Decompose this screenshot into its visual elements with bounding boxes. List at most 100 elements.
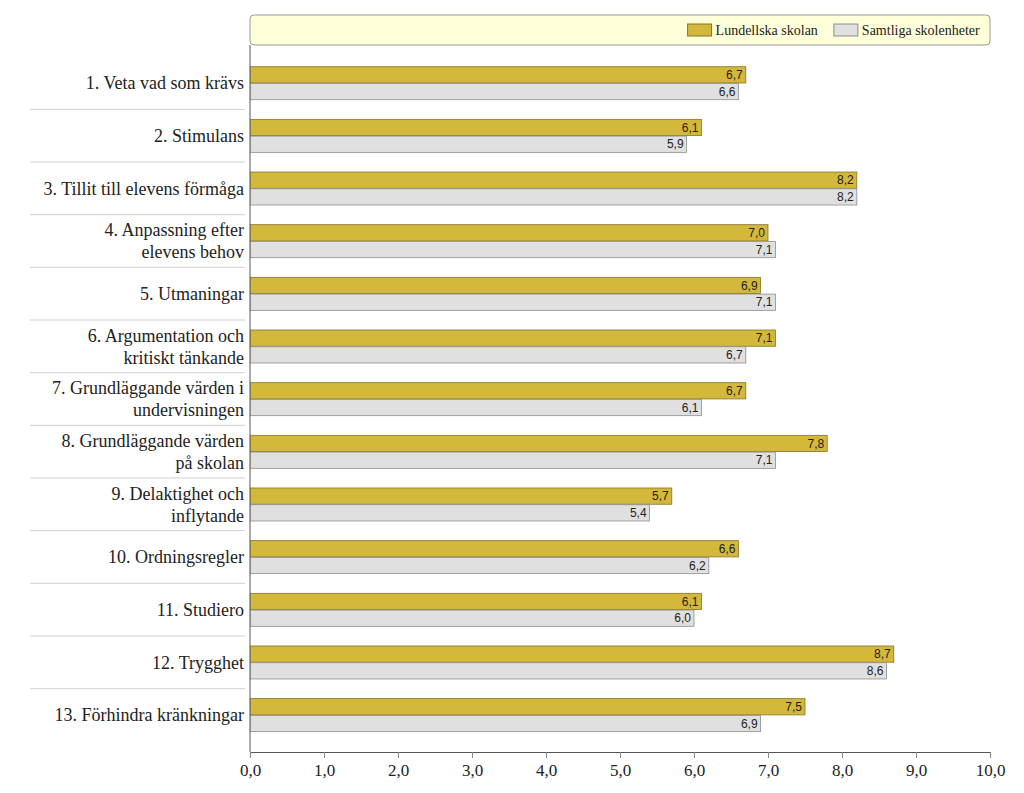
data-label: 5,4 [630, 506, 647, 520]
data-label: 8,2 [837, 173, 854, 187]
bar [250, 488, 672, 504]
separator [30, 530, 245, 531]
category-label-line: 4. Anpassning efter [105, 220, 244, 240]
separator [30, 109, 245, 110]
legend: Lundellska skolan Samtliga skolenheter [688, 23, 980, 38]
data-label: 6,9 [741, 279, 758, 293]
x-tick-mark [694, 752, 695, 758]
x-tick-mark [916, 752, 917, 758]
category-label: 5. Utmaningar [140, 284, 244, 304]
x-axis: 0,01,02,03,04,05,06,07,08,09,010,0 [240, 752, 1006, 780]
x-tick-label: 10,0 [976, 761, 1006, 780]
data-label: 6,9 [741, 717, 758, 731]
x-tick-label: 6,0 [684, 761, 705, 780]
x-tick: 6,0 [684, 752, 705, 780]
y-tick: 10. Ordningsregler [108, 547, 250, 567]
category-label-line: elevens behov [142, 242, 244, 262]
y-axis: 1. Veta vad som krävs 2. Stimulans 3. Till… [44, 73, 251, 725]
category-label-line: 12. Trygghet [152, 653, 244, 673]
x-tick: 0,0 [240, 752, 261, 780]
legend-band [250, 15, 990, 45]
y-tick: 7. Grundläggande värden iundervisningen [52, 378, 250, 420]
bar [250, 593, 701, 609]
x-tick: 10,0 [976, 752, 1006, 780]
bars [250, 67, 894, 732]
bar [250, 505, 650, 521]
category-label-line: 6. Argumentation och [88, 326, 244, 346]
category-label-line: på skolan [176, 453, 244, 473]
bar [250, 67, 746, 83]
category-label: 6. Argumentation ochkritiskt tänkande [88, 326, 244, 368]
separator [30, 477, 245, 478]
category-label-line: 5. Utmaningar [140, 284, 244, 304]
y-tick: 13. Förhindra kränkningar [55, 705, 250, 725]
separators [30, 109, 245, 688]
bar [250, 610, 694, 626]
category-label: 12. Trygghet [152, 653, 244, 673]
x-tick-mark [990, 752, 991, 758]
y-tick: 9. Delaktighet ochinflytande [112, 484, 250, 526]
x-tick-mark [842, 752, 843, 758]
bar [250, 715, 761, 731]
data-label: 6,1 [682, 401, 699, 415]
x-tick: 2,0 [388, 752, 409, 780]
legend-item: Samtliga skolenheter [834, 23, 980, 38]
x-tick-mark [250, 752, 251, 758]
chart: 6,76,18,27,06,97,16,77,85,76,66,18,77,56… [0, 0, 1024, 793]
bar [250, 136, 687, 152]
separator [30, 635, 245, 636]
bar [250, 294, 775, 310]
x-tick-label: 2,0 [388, 761, 409, 780]
legend-label: Samtliga skolenheter [862, 23, 980, 38]
bar [250, 646, 894, 662]
category-label-line: 11. Studiero [157, 600, 244, 620]
category-label: 4. Anpassning efterelevens behov [105, 220, 244, 262]
separator [30, 214, 245, 215]
x-tick-mark [324, 752, 325, 758]
category-label-line: kritiskt tänkande [124, 348, 244, 368]
y-tick: 3. Tillit till elevens förmåga [44, 179, 251, 199]
data-label: 7,0 [748, 226, 765, 240]
separator [30, 267, 245, 268]
x-tick-mark [620, 752, 621, 758]
x-tick-mark [472, 752, 473, 758]
x-tick-mark [768, 752, 769, 758]
series-1 [250, 83, 886, 731]
category-label-line: 9. Delaktighet och [112, 484, 244, 504]
category-label: 10. Ordningsregler [108, 547, 244, 567]
category-label: 7. Grundläggande värden iundervisningen [52, 378, 244, 420]
category-label: 13. Förhindra kränkningar [55, 705, 244, 725]
data-label: 6,7 [726, 348, 743, 362]
series-0 [250, 67, 894, 715]
data-label: 7,5 [785, 700, 802, 714]
separator [30, 372, 245, 373]
category-label-line: 7. Grundläggande värden i [52, 378, 244, 398]
category-label: 1. Veta vad som krävs [86, 73, 244, 93]
bar [250, 330, 775, 346]
x-tick: 3,0 [462, 752, 483, 780]
category-label-line: 10. Ordningsregler [108, 547, 244, 567]
bar [250, 663, 886, 679]
x-tick: 7,0 [758, 752, 779, 780]
x-tick-label: 1,0 [314, 761, 335, 780]
data-label: 6,6 [719, 85, 736, 99]
data-label: 5,7 [652, 489, 669, 503]
data-label: 6,7 [726, 68, 743, 82]
category-label: 8. Grundläggande värdenpå skolan [62, 431, 244, 473]
data-label: 8,7 [874, 647, 891, 661]
separator [30, 320, 245, 321]
bar [250, 541, 738, 557]
bar [250, 83, 738, 99]
category-label: 11. Studiero [157, 600, 244, 620]
y-tick: 5. Utmaningar [140, 284, 250, 304]
data-label: 6,7 [726, 384, 743, 398]
legend-item: Lundellska skolan [688, 23, 818, 38]
x-tick-label: 8,0 [832, 761, 853, 780]
y-tick: 2. Stimulans [154, 126, 250, 146]
bar [250, 277, 761, 293]
legend-swatch [688, 24, 712, 36]
data-label: 6,0 [674, 611, 691, 625]
bar [250, 699, 805, 715]
x-tick-label: 3,0 [462, 761, 483, 780]
data-label: 5,9 [667, 137, 684, 151]
